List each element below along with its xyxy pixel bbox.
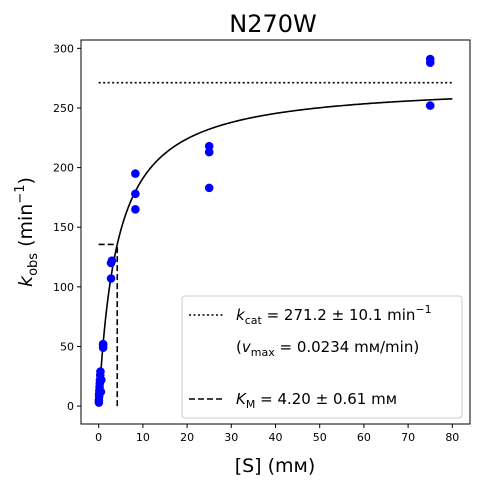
legend-km-label: KM = 4.20 ± 0.61 mм xyxy=(236,390,397,411)
chart-title: N270W xyxy=(229,10,317,38)
x-tick-label: 40 xyxy=(269,431,283,444)
y-axis-label: kobs (min−1) xyxy=(13,177,41,287)
y-tick-label: 300 xyxy=(53,42,74,55)
y-tick-label: 50 xyxy=(60,340,74,353)
legend-kcat-label: kcat = 271.2 ± 10.1 min−1 xyxy=(236,303,432,327)
x-axis-label: [S] (mм) xyxy=(235,455,316,477)
data-point xyxy=(97,375,106,385)
data-point xyxy=(204,183,214,193)
x-tick-label: 10 xyxy=(136,431,150,444)
data-point xyxy=(131,189,140,199)
x-tick-label: 30 xyxy=(224,431,238,444)
x-tick-label: 20 xyxy=(180,431,194,444)
data-point xyxy=(96,387,106,397)
data-point xyxy=(425,54,435,64)
data-point xyxy=(131,169,140,178)
y-tick-label: 0 xyxy=(67,400,74,413)
x-tick-label: 0 xyxy=(95,431,102,444)
x-tick-label: 50 xyxy=(313,431,327,444)
x-tick-label: 60 xyxy=(357,431,371,444)
data-point xyxy=(204,141,214,151)
y-tick-label: 250 xyxy=(53,102,74,115)
legend-vmax-label: (vmax = 0.0234 mм/min) xyxy=(236,338,419,359)
data-point xyxy=(204,147,214,157)
y-tick-label: 100 xyxy=(53,281,74,294)
data-point xyxy=(106,274,116,283)
legend: kcat = 271.2 ± 10.1 min−1 (vmax = 0.0234… xyxy=(181,295,463,419)
data-point xyxy=(425,101,435,110)
legend-box xyxy=(181,295,463,419)
x-tick-label: 70 xyxy=(401,431,415,444)
x-tick-label: 80 xyxy=(445,431,459,444)
data-point xyxy=(107,256,117,265)
data-point xyxy=(98,339,108,349)
data-point xyxy=(96,367,105,376)
y-tick-label: 200 xyxy=(53,162,74,175)
y-tick-label: 150 xyxy=(53,221,74,234)
data-point xyxy=(131,205,140,214)
